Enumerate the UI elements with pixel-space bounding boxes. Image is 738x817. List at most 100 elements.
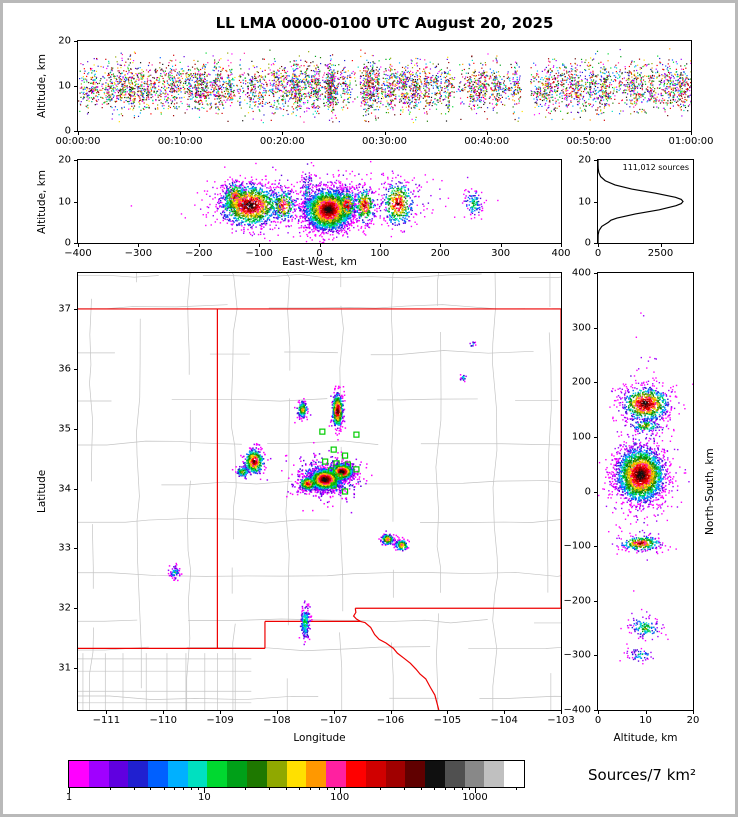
colorbar-segment <box>365 761 386 787</box>
colorbar-minor-tick <box>245 787 247 790</box>
colorbar-tick-label: 10 <box>197 792 211 803</box>
x-tick-label: 00:50:00 <box>566 136 612 147</box>
x-tick-mark <box>138 243 140 247</box>
y-tick-label: 20 <box>58 35 71 47</box>
colorbar-tick-label: 100 <box>330 792 350 803</box>
y-tick-label: 10 <box>578 196 591 207</box>
x-tick-label: 100 <box>370 248 390 259</box>
colorbar-minor-tick <box>163 787 165 790</box>
x-tick-mark <box>276 710 278 714</box>
colorbar-minor-tick <box>515 787 517 790</box>
ns-alt-ylabel: North-South, km <box>704 448 716 535</box>
y-tick-label: 400 <box>571 267 591 279</box>
plan-view-map-canvas <box>78 273 561 710</box>
y-tick-mark <box>74 243 78 244</box>
x-tick-label: −103 <box>547 715 575 726</box>
x-tick-mark <box>561 710 562 714</box>
y-tick-mark <box>74 41 78 42</box>
x-tick-mark <box>660 243 662 247</box>
altitude-histogram-panel: 111,012 sources 0 2500 0 10 20 <box>578 155 694 259</box>
colorbar-segment <box>385 761 406 787</box>
colorbar-segment <box>88 761 109 787</box>
colorbar-segment <box>484 761 505 787</box>
colorbar-segment <box>464 761 485 787</box>
y-tick-label: 32 <box>58 602 71 614</box>
x-tick-label: −200 <box>185 248 213 259</box>
colorbar-label: Sources/7 km² <box>588 766 697 784</box>
y-tick-mark <box>74 160 78 161</box>
colorbar-minor-tick <box>404 787 406 790</box>
y-tick-mark <box>594 491 598 493</box>
colorbar-tick <box>204 787 206 793</box>
y-tick-label: 20 <box>58 154 71 166</box>
ns-alt-xlabel: Altitude, km <box>613 732 678 744</box>
y-tick-label: 37 <box>58 303 71 315</box>
y-tick-mark <box>74 368 78 370</box>
x-tick-label: 00:10:00 <box>157 136 203 147</box>
y-tick-label: 0 <box>584 237 591 249</box>
colorbar-segment <box>444 761 465 787</box>
colorbar-minor-tick <box>191 787 193 790</box>
x-tick-label: 200 <box>430 248 450 259</box>
colorbar-tick-label: 1000 <box>462 792 488 803</box>
y-tick-label: 300 <box>571 322 591 334</box>
x-tick-mark <box>180 131 182 135</box>
y-tick-mark <box>594 243 598 244</box>
x-tick-mark <box>106 710 108 714</box>
colorbar-segment <box>148 761 168 787</box>
colorbar-minor-tick <box>133 787 135 790</box>
x-tick-label: −108 <box>263 715 291 726</box>
y-tick-mark <box>74 608 78 610</box>
y-tick-mark <box>594 382 598 384</box>
colorbar-segment <box>425 761 445 787</box>
colorbar-segment <box>207 761 228 787</box>
x-tick-mark <box>198 243 200 247</box>
y-tick-label: 10 <box>58 80 71 92</box>
colorbar-tick <box>69 787 70 793</box>
x-tick-label: 0 <box>594 715 602 726</box>
colorbar: 1 10 100 1000 <box>66 760 525 803</box>
colorbar-segment <box>504 761 524 787</box>
x-tick-label: −106 <box>376 715 405 726</box>
x-tick-label: −109 <box>206 715 234 726</box>
y-tick-mark <box>594 600 598 602</box>
time-height-canvas <box>78 41 691 131</box>
ns-altitude-panel: 0 10 20 −400 −300 −200 −100 0 100 200 300 400 <box>564 268 700 727</box>
map-xlabel: Longitude <box>293 732 346 744</box>
colorbar-segment <box>128 761 149 787</box>
y-tick-label: 36 <box>58 363 71 375</box>
x-tick-label: 0 <box>594 248 602 259</box>
y-tick-label: −100 <box>563 540 591 552</box>
colorbar-segment <box>326 761 346 787</box>
y-tick-mark <box>74 428 78 430</box>
y-tick-label: −300 <box>563 649 591 661</box>
time-height-panel: 00:00:00 00:10:00 00:20:00 00:30:00 00:40:00… <box>56 36 714 148</box>
x-tick-mark <box>282 131 284 135</box>
x-tick-label: 400 <box>551 248 571 259</box>
x-tick-label: 300 <box>491 248 511 259</box>
x-tick-mark <box>588 131 590 135</box>
y-tick-mark <box>594 436 598 438</box>
ew-alt-xlabel: East-West, km <box>282 256 357 268</box>
y-tick-mark <box>74 668 78 670</box>
colorbar-tick <box>339 787 341 793</box>
x-tick-label: 00:00:00 <box>55 136 101 147</box>
ns-altitude-canvas <box>598 273 693 710</box>
y-tick-label: 20 <box>578 154 591 166</box>
y-tick-label: 10 <box>58 196 71 207</box>
x-tick-mark <box>500 243 502 247</box>
colorbar-segment <box>306 761 327 787</box>
y-tick-label: −200 <box>563 595 591 607</box>
y-tick-label: 33 <box>58 542 71 554</box>
colorbar-minor-tick <box>468 787 470 790</box>
x-tick-label: 10 <box>639 715 652 726</box>
x-tick-mark <box>163 710 165 714</box>
colorbar-minor-tick <box>198 787 200 790</box>
ew-altitude-canvas <box>78 160 561 243</box>
y-tick-label: 35 <box>58 423 71 435</box>
colorbar-segment <box>227 761 248 787</box>
y-tick-label: 0 <box>64 125 71 137</box>
colorbar-segment <box>187 761 208 787</box>
colorbar-segment <box>167 761 188 787</box>
